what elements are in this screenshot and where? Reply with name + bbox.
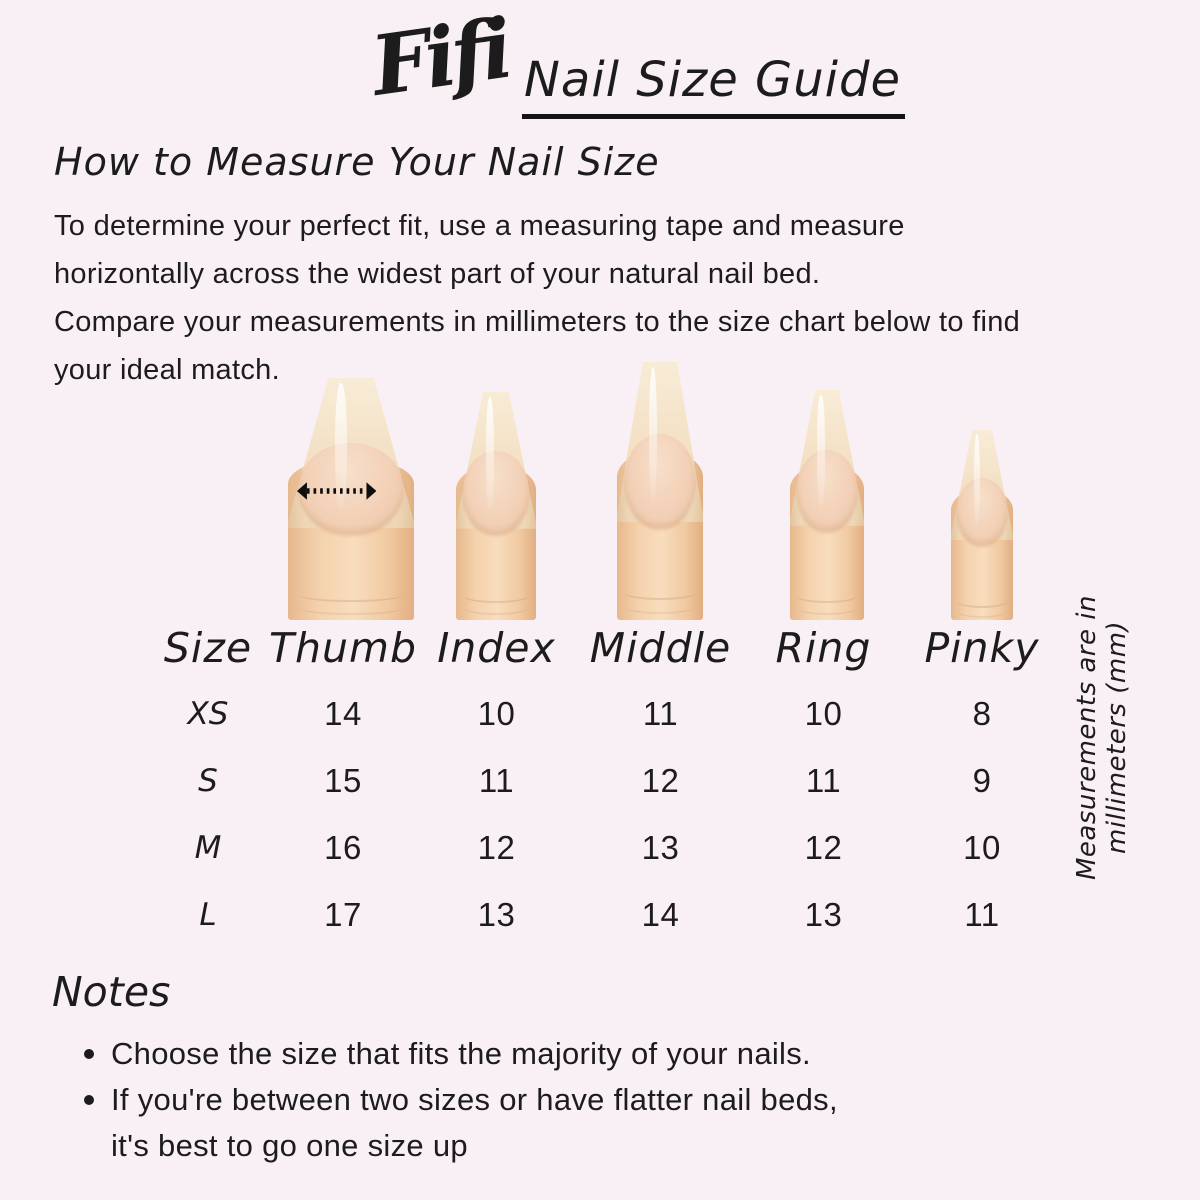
howto-line: Compare your measurements in millimeters… bbox=[54, 306, 1021, 338]
size-value: 9 bbox=[972, 761, 992, 799]
note-line: If you're between two sizes or have flat… bbox=[111, 1082, 838, 1117]
size-row-label: L bbox=[199, 896, 217, 933]
column-header-ring: Ring bbox=[775, 624, 872, 672]
column-header-pinky: Pinky bbox=[924, 624, 1040, 672]
size-value: 11 bbox=[642, 694, 679, 732]
size-value: 16 bbox=[324, 828, 362, 866]
size-value: 12 bbox=[804, 828, 843, 866]
note-text: Choose the size that fits the majority o… bbox=[111, 1036, 811, 1071]
finger-illustration-pinky bbox=[951, 430, 1013, 620]
size-value: 12 bbox=[477, 828, 516, 866]
size-value: 15 bbox=[324, 761, 362, 799]
note-item: Choose the size that fits the majority o… bbox=[84, 1031, 838, 1077]
nail-shine bbox=[485, 396, 494, 511]
knuckle-crease bbox=[796, 601, 858, 616]
brand-logo: Fifi bbox=[365, 1, 514, 115]
howto-line: To determine your perfect fit, use a mea… bbox=[54, 210, 905, 242]
howto-paragraph: To determine your perfect fit, use a mea… bbox=[54, 202, 1020, 394]
nail-shine bbox=[973, 433, 981, 525]
size-value: 10 bbox=[477, 694, 516, 732]
size-chart-table: Size Thumb Index Middle Ring Pinky XS 14… bbox=[145, 616, 1060, 948]
size-value: 11 bbox=[964, 895, 1000, 933]
knuckle-crease bbox=[299, 601, 403, 615]
measurement-unit-note: Measurements are in millimeters (mm) bbox=[1072, 595, 1132, 880]
finger-illustration-middle bbox=[617, 362, 703, 620]
nail-bed bbox=[624, 434, 696, 528]
size-value: 11 bbox=[478, 761, 515, 799]
nail-bed bbox=[463, 451, 529, 534]
size-value: 13 bbox=[641, 828, 680, 866]
note-item: If you're between two sizes or have flat… bbox=[84, 1077, 838, 1169]
nail-shine bbox=[334, 382, 348, 509]
bullet-icon bbox=[84, 1049, 94, 1059]
size-value: 12 bbox=[641, 761, 680, 799]
size-value: 11 bbox=[805, 761, 842, 799]
notes-list: Choose the size that fits the majority o… bbox=[84, 1031, 838, 1169]
nail-bed bbox=[956, 477, 1008, 544]
nail-bed bbox=[796, 449, 858, 531]
finger-illustration-thumb bbox=[288, 378, 414, 620]
howto-line: horizontally across the widest part of y… bbox=[54, 258, 821, 290]
notes-heading: Notes bbox=[52, 968, 171, 1016]
size-value: 13 bbox=[804, 895, 843, 933]
size-value: 13 bbox=[477, 895, 516, 933]
size-value: 10 bbox=[804, 694, 843, 732]
knuckle-crease bbox=[624, 586, 696, 600]
note-text: If you're between two sizes or have flat… bbox=[111, 1077, 838, 1169]
bullet-icon bbox=[84, 1095, 94, 1105]
howto-line: your ideal match. bbox=[54, 354, 280, 386]
page-title: Nail Size Guide bbox=[522, 52, 905, 119]
size-row-label: S bbox=[198, 762, 218, 799]
knuckle-crease bbox=[956, 604, 1008, 619]
size-value: 17 bbox=[324, 895, 362, 933]
knuckle-crease bbox=[624, 600, 696, 614]
column-header-thumb: Thumb bbox=[269, 624, 417, 672]
column-header-size: Size bbox=[163, 624, 253, 672]
size-value: 14 bbox=[324, 694, 362, 732]
column-header-index: Index bbox=[437, 624, 556, 672]
size-value: 14 bbox=[641, 895, 680, 933]
size-value: 8 bbox=[972, 694, 992, 732]
size-row-label: XS bbox=[187, 695, 229, 732]
knuckle-crease bbox=[299, 588, 403, 602]
finger-illustration-ring bbox=[790, 390, 864, 620]
nail-width-arrow-icon bbox=[296, 481, 377, 500]
finger-illustration-index bbox=[456, 392, 536, 620]
size-row-label: M bbox=[194, 829, 222, 866]
note-line: it's best to go one size up bbox=[111, 1128, 468, 1163]
size-value: 10 bbox=[963, 828, 1001, 866]
nail-shine bbox=[817, 394, 825, 508]
knuckle-crease bbox=[463, 601, 529, 616]
nail-shine bbox=[648, 367, 658, 502]
nail-bed bbox=[299, 443, 403, 533]
howto-heading: How to Measure Your Nail Size bbox=[54, 140, 660, 184]
column-header-middle: Middle bbox=[589, 624, 732, 672]
